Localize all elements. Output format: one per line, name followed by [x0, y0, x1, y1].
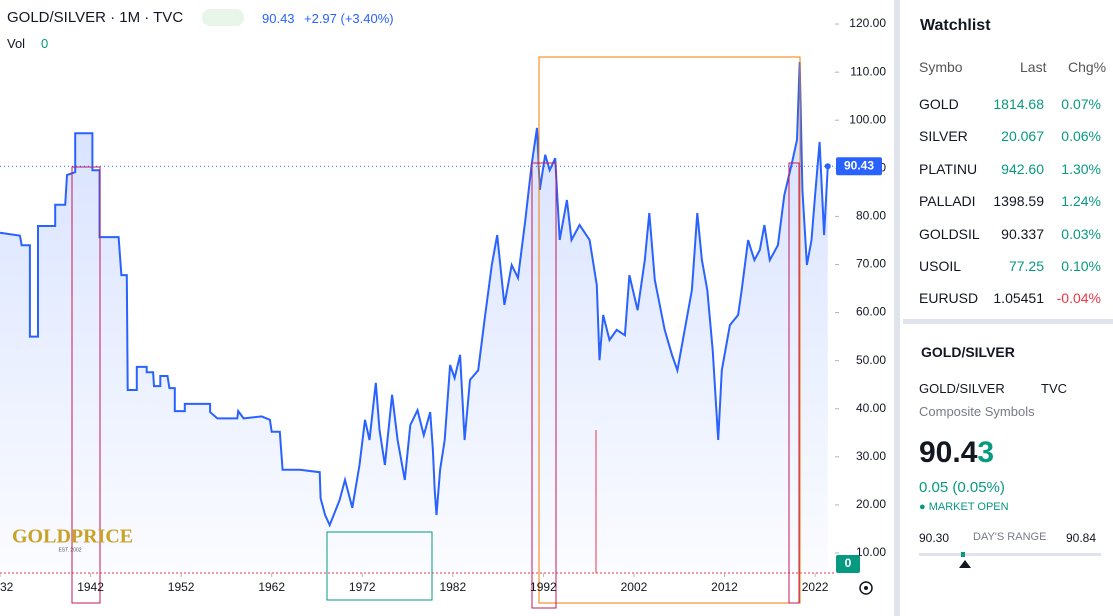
details-title: GOLD/SILVER	[921, 344, 1015, 360]
y-tick-label: 30.00	[856, 449, 886, 463]
watchlist-row[interactable]: PLATINU 942.60 1.30%	[903, 153, 1113, 185]
x-tick-label: 1972	[349, 580, 376, 594]
market-status: ● MARKET OPEN	[919, 501, 1009, 513]
symbol: PALLADI	[919, 193, 976, 210]
vol-label: Vol	[7, 36, 26, 51]
x-tick-label: 2012	[711, 580, 738, 594]
watchlist-row[interactable]: SILVER 20.067 0.06%	[903, 120, 1113, 152]
drawing-rect	[531, 162, 557, 609]
price-tag: 90.43	[844, 158, 874, 172]
plot	[0, 61, 829, 573]
last: 1398.59	[993, 193, 1044, 210]
change: 0.06%	[1061, 128, 1101, 145]
price-line	[0, 61, 829, 528]
chart: GOLDPRICE EST. 2002 10.00 20.00 30.00 40.00…	[0, 0, 900, 616]
price-main: 90.4	[919, 436, 978, 469]
y-tick-label: 70.00	[856, 257, 886, 271]
range-bar	[919, 553, 1101, 556]
header-price: 90.43	[262, 11, 295, 26]
watchlist-title: Watchlist	[920, 17, 991, 34]
symbol: PLATINU	[919, 160, 978, 177]
symbol: GOLDSIL	[919, 225, 980, 242]
symbol: USOIL	[919, 258, 962, 274]
x-tick-label: 1952	[168, 580, 195, 594]
status-badge[interactable]	[202, 9, 244, 26]
x-tick-label: 2002	[621, 580, 648, 594]
watchlist-row[interactable]: GOLDSIL 90.337 0.03%	[903, 218, 1113, 250]
details-exchange: TVC	[1041, 381, 1067, 396]
range-fill	[961, 552, 965, 557]
side-panel: Watchlist Symbo Last Chg% GOLD 1814.68 0.0…	[903, 0, 1113, 616]
price-tag-bg	[836, 157, 882, 176]
change: 0.07%	[1061, 96, 1101, 112]
y-tick-label: 10.00	[856, 545, 886, 559]
logo: GOLDPRICE	[12, 526, 133, 548]
y-tick-label: 40.00	[856, 401, 886, 415]
y-tick-label: 50.00	[856, 353, 886, 367]
last: 90.337	[1001, 225, 1044, 242]
drawing-rect	[326, 531, 433, 601]
last: 1.05451	[993, 290, 1044, 307]
column-header: Last	[1020, 59, 1047, 75]
y-tick-label: 80.00	[856, 209, 886, 223]
symbol: EURUSD	[919, 290, 979, 307]
change: -0.04%	[1056, 290, 1101, 307]
last: 77.25	[1008, 258, 1044, 274]
last: 942.60	[1001, 160, 1044, 177]
symbol: SILVER	[919, 128, 968, 145]
details-price: 90.43	[919, 436, 994, 470]
settings-icon[interactable]	[859, 581, 873, 595]
watchlist-row[interactable]: PALLADI 1398.59 1.24%	[903, 185, 1113, 217]
header-change: +2.97 (+3.40%)	[304, 11, 394, 26]
details-symbol: GOLD/SILVER	[919, 381, 1005, 396]
area	[0, 62, 828, 573]
y-tick-label: 100.00	[849, 112, 886, 126]
column-header: Symbo	[919, 59, 963, 75]
symbol-title: GOLD/SILVER · 1M · TVC	[7, 9, 184, 26]
vol-value: 0	[41, 36, 49, 51]
last: 1814.68	[993, 96, 1044, 112]
logo-est: EST. 2002	[58, 547, 81, 553]
price-last: 3	[977, 436, 995, 469]
watchlist-row[interactable]: GOLD 1814.68 0.07%	[903, 88, 1113, 120]
x-tick-label: 1932	[0, 580, 14, 594]
x-tick-label: 1942	[77, 580, 104, 594]
y-tick-label: 60.00	[856, 305, 886, 319]
volume-tag-bg	[836, 555, 860, 573]
change: 1.30%	[1061, 160, 1101, 177]
drawing-rect	[538, 56, 801, 604]
y-tick-label: 110.00	[850, 64, 886, 78]
watchlist-row[interactable]: EURUSD 1.05451 -0.04%	[903, 282, 1113, 314]
change: 1.24%	[1061, 193, 1101, 210]
range-marker	[959, 560, 971, 568]
details-kind: Composite Symbols	[919, 404, 1035, 419]
range-low: 90.30	[919, 531, 950, 545]
drawing-rect	[788, 162, 800, 604]
last-point	[824, 163, 831, 170]
range-high: 90.84	[1066, 531, 1097, 545]
status-text: MARKET OPEN	[928, 501, 1009, 513]
change: 0.03%	[1061, 225, 1101, 242]
details-change: 0.05 (0.05%)	[919, 479, 1005, 496]
x-tick-label: 2022	[802, 580, 829, 594]
y-tick-label: 120.00	[849, 16, 886, 30]
divider	[903, 319, 1113, 324]
x-tick-label: 1992	[530, 580, 557, 594]
range-label: DAY'S RANGE	[973, 531, 1047, 543]
x-tick-label: 1962	[258, 580, 285, 594]
symbol: GOLD	[919, 96, 959, 112]
drawing-rect	[71, 166, 101, 604]
change: 0.10%	[1061, 258, 1101, 274]
volume-tag: 0	[845, 556, 852, 570]
x-tick-label: 1982	[439, 580, 466, 594]
last: 20.067	[1001, 128, 1044, 145]
y-tick-label: 20.00	[856, 497, 886, 511]
watchlist-row[interactable]: USOIL 77.25 0.10%	[903, 250, 1113, 282]
column-header: Chg%	[1068, 59, 1107, 75]
